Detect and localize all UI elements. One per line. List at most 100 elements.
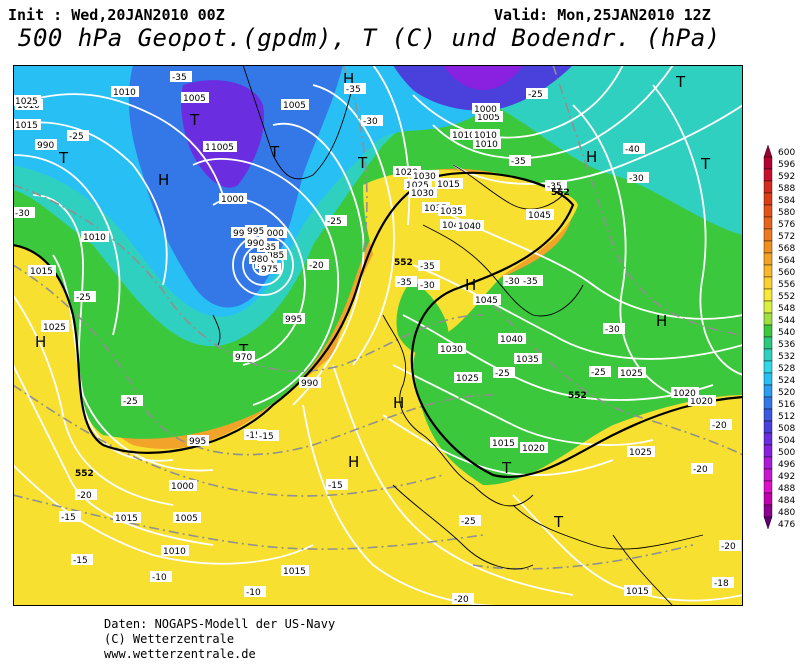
pressure-label-bg [624, 585, 652, 596]
temperature-label: -30 [605, 325, 620, 335]
pressure-label: 990 [247, 239, 264, 249]
pressure-label: 1020 [395, 168, 418, 178]
pressure-label: 1030 [411, 189, 434, 199]
pressure-label: 990 [301, 379, 318, 389]
isobar-line [32, 194, 174, 462]
colorbar-swatch [763, 192, 773, 206]
colorbar-swatch [763, 456, 773, 470]
pressure-label: 1035 [516, 355, 539, 365]
temperature-label: -15 [61, 513, 76, 523]
temperature-label: -25 [327, 217, 342, 227]
isobar-line [402, 314, 714, 401]
colorbar-swatch [763, 336, 773, 350]
temperature-label: -25 [69, 132, 84, 142]
pressure-label: 1025 [620, 369, 643, 379]
pressure-label-bg [618, 367, 646, 378]
temperature-label-bg [418, 260, 440, 271]
temperature-label-bg [545, 180, 567, 191]
europe-coast-west [382, 314, 534, 507]
pressure-label: 1015 [15, 121, 38, 131]
iceland-coast [212, 314, 221, 346]
pressure-label: 1000 [261, 229, 284, 239]
high-marker: H [35, 333, 46, 351]
contour-labels: 552 552 552 552 [75, 188, 587, 479]
credit-copyright: (C) Wetterzentrale [104, 632, 235, 646]
temperature-label-bg [59, 511, 81, 522]
temperature-label: -25 [495, 369, 510, 379]
pressure-label: 1035 [440, 207, 463, 217]
colorbar-swatch [763, 432, 773, 446]
pressure-label-bg [520, 442, 548, 453]
colorbar-level-label: 536 [778, 340, 795, 350]
pressure-label: 1005 [183, 94, 206, 104]
colorbar-swatch [763, 384, 773, 398]
colorbar-level-label: 532 [778, 352, 795, 362]
pressure-label: 1005 [283, 101, 306, 111]
temperature-label: -30 [629, 174, 644, 184]
africa-coast [612, 534, 674, 606]
valid-time: Valid: Mon,25JAN2010 12Z [494, 6, 711, 24]
pressure-label: 1010 [475, 140, 498, 150]
temperature-label-bg [503, 275, 525, 286]
temperature-label: -15 [246, 431, 261, 441]
pressure-label-bg [13, 95, 41, 106]
pressure-label: 1000 [474, 105, 497, 115]
isobar-line [13, 93, 224, 196]
colorbar-level-label: 516 [778, 400, 795, 410]
temperature-label: -20 [721, 542, 736, 552]
low-marker: T [553, 513, 564, 531]
pressure-label: 1045 [528, 211, 551, 221]
pressure-label-bg [688, 395, 716, 406]
isotherm-line [13, 384, 444, 497]
isotherm-line [492, 304, 743, 456]
isobar-line [13, 121, 168, 286]
colorbar-level-label: 508 [778, 424, 795, 434]
temperature-label-bg [509, 155, 531, 166]
colorbar-swatch [763, 444, 773, 458]
colorbar-swatch [763, 216, 773, 230]
pressure-label-bg [526, 209, 554, 220]
temperature-label-bg [452, 593, 474, 604]
temperature-label: -30 [363, 117, 378, 127]
temperature-label: -40 [625, 145, 640, 155]
pressure-label-bg [113, 512, 141, 523]
temperature-label-bg [170, 71, 192, 82]
pressure-label: 1005 [477, 113, 500, 123]
temperature-label-bg [71, 554, 93, 565]
temperature-label: -20 [77, 491, 92, 501]
highs-lows: H H H H H H H H T T T T T T T T T [35, 70, 711, 531]
blue-core-west [128, 65, 343, 308]
temperature-label: -35 [547, 182, 562, 192]
colorbar-level-label: 488 [778, 484, 795, 494]
pressure-label: 1040 [500, 335, 523, 345]
isotherm-line [552, 65, 743, 336]
colorbar-swatch [763, 420, 773, 434]
temperature-label: -18 [714, 579, 729, 589]
temperature-label-bg [257, 430, 279, 441]
greenland-coast [242, 65, 354, 180]
colorbar-level-label: 584 [778, 196, 795, 206]
temperature-label-bg [325, 215, 347, 226]
colorbar-swatch [763, 156, 773, 170]
credit-data-source: Daten: NOGAPS-Modell der US-Navy [104, 617, 336, 631]
temperature-label-bg [418, 279, 440, 290]
temperature-label: -25 [76, 293, 91, 303]
temperature-label: -20 [454, 595, 469, 605]
pressure-label-bg [35, 139, 57, 150]
temperature-label: -30 [505, 277, 520, 287]
isobar-line [432, 65, 674, 160]
init-time: Init : Wed,20JAN2010 00Z [8, 6, 225, 24]
pressure-label: 995 [233, 229, 250, 239]
pressure-label-bg [450, 129, 478, 140]
high-marker: H [586, 148, 597, 166]
low-marker: T [675, 73, 686, 91]
credit-website[interactable]: www.wetterzentrale.de [104, 647, 256, 661]
pressure-label: 980 [251, 255, 268, 265]
colorbar-swatch [763, 396, 773, 410]
temperature-label: -15 [73, 556, 88, 566]
colorbar-swatch [763, 492, 773, 506]
pressure-label: 1025 [456, 374, 479, 384]
pressure-label-bg [245, 237, 267, 248]
colorbar-swatch [763, 276, 773, 290]
pressure-label-bg [472, 103, 500, 114]
